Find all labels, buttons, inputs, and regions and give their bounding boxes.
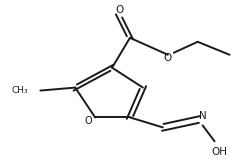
Text: OH: OH [212, 147, 228, 157]
Text: O: O [164, 53, 172, 63]
Text: N: N [199, 112, 206, 121]
Text: O: O [115, 5, 123, 15]
Text: O: O [84, 116, 92, 126]
Text: CH₃: CH₃ [12, 86, 28, 95]
